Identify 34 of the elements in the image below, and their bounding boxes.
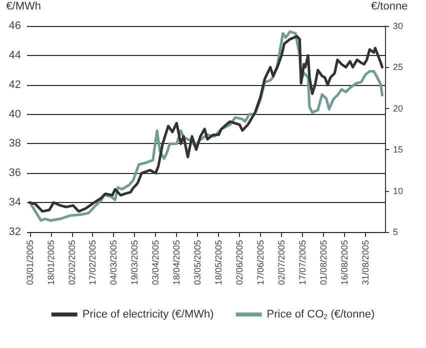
y-tick-label: 36: [8, 167, 21, 180]
x-tick-label: 02/07/2005: [276, 240, 287, 286]
y2-tick-label: 5: [393, 227, 398, 237]
y-tick-label: 34: [8, 196, 21, 209]
x-tick-label: 18/05/2005: [214, 240, 224, 286]
x-tick-label: 04/03/2005: [108, 240, 119, 286]
y-tick-label: 46: [8, 20, 21, 32]
x-tick-label: 01/08/2005: [318, 240, 328, 286]
y2-tick-label: 20: [393, 103, 404, 114]
x-tick-label: 02/02/2005: [66, 240, 77, 286]
x-tick-label: 03/01/2005: [24, 240, 35, 286]
x-tick-label: 03/04/2005: [150, 240, 161, 286]
x-tick-label: 17/07/2005: [297, 240, 308, 286]
y2-tick-label: 30: [393, 21, 404, 31]
y-tick-label: 32: [8, 226, 21, 238]
y-tick-label: 42: [8, 78, 21, 91]
x-tick-label: 31/08/2005: [360, 240, 370, 286]
legend-label: Price of electricity (€/MWh): [82, 308, 214, 320]
y2-tick-label: 25: [393, 62, 404, 72]
x-tick-label: 17/06/2005: [256, 240, 266, 286]
y2-tick-label: 10: [393, 186, 404, 196]
y-tick-label: 44: [8, 49, 21, 62]
x-tick-label: 19/03/2005: [130, 240, 140, 286]
y2-tick-label: 15: [393, 144, 404, 155]
x-tick-label: 02/06/2005: [234, 240, 245, 286]
x-tick-label: 17/02/2005: [88, 240, 98, 286]
x-tick-label: 16/08/2005: [339, 240, 350, 286]
y-tick-label: 38: [8, 138, 21, 150]
y2-axis-title: €/tonne: [371, 0, 408, 12]
y-tick-label: 40: [8, 108, 21, 120]
x-tick-label: 18/01/2005: [46, 240, 56, 286]
x-tick-label: 03/05/2005: [192, 240, 203, 286]
x-tick-label: 18/04/2005: [172, 240, 182, 286]
y-axis-title: €/MWh: [6, 0, 41, 12]
